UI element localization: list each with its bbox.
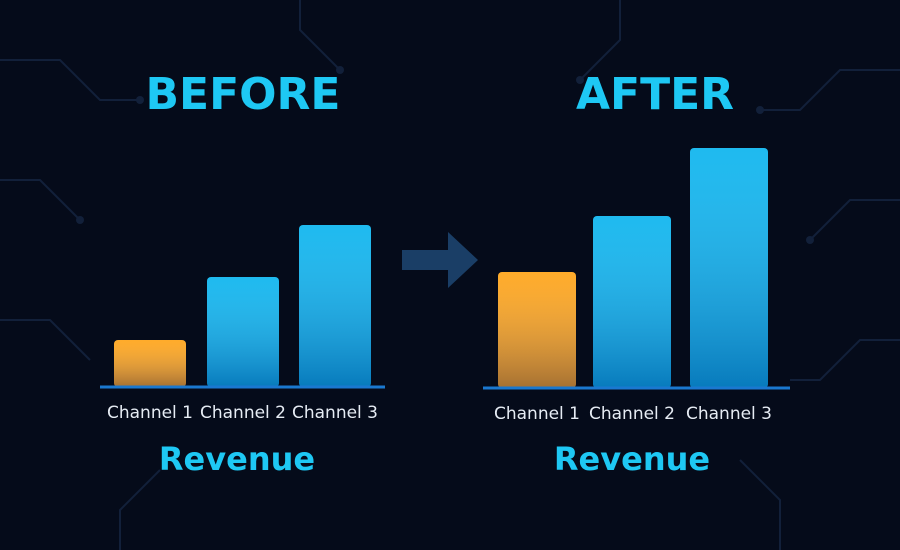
x-axis-label: Revenue [554,440,710,478]
x-tick-label: Channel 1 [107,403,193,423]
x-axis-label: Revenue [159,440,315,478]
arrow [402,232,478,288]
x-tick-label: Channel 3 [686,404,772,424]
circuit-nodes [76,66,814,244]
chart-title: BEFORE [146,69,341,120]
bar-shade [114,340,186,387]
chart-title: AFTER [576,69,734,120]
bar-shade [593,216,671,388]
x-tick-label: Channel 2 [200,403,286,423]
bar-shade [690,148,768,388]
x-tick-label: Channel 3 [292,403,378,423]
bar-shade [207,277,279,387]
x-tick-label: Channel 2 [589,404,675,424]
bar-shade [299,225,371,387]
x-tick-label: Channel 1 [494,404,580,424]
bar-shade [498,272,576,388]
